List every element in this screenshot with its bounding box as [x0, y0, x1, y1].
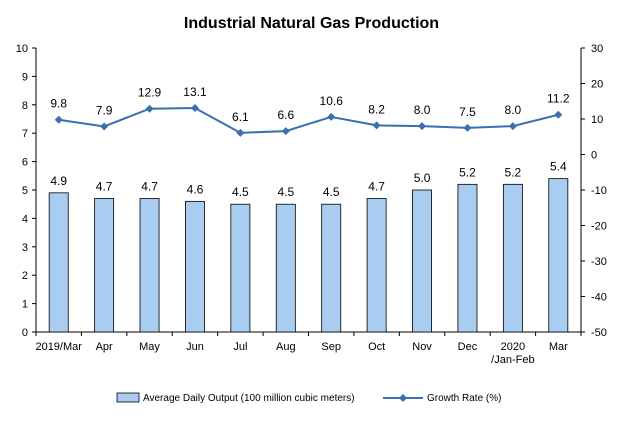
- growth-rate-marker: [236, 128, 245, 137]
- bar: [48, 192, 69, 333]
- left-tick-label: 10: [16, 43, 28, 55]
- right-tick-label: -10: [591, 185, 607, 197]
- right-tick-label: 0: [591, 150, 597, 162]
- growth-rate-marker: [508, 122, 517, 131]
- bar-value-label: 4.6: [187, 182, 204, 196]
- growth-rate-value-label: 8.0: [505, 103, 522, 117]
- bar-value-label: 4.5: [323, 185, 340, 199]
- x-tick-label: Apr: [96, 341, 113, 353]
- growth-rate-value-label: 8.2: [368, 102, 385, 116]
- bar: [185, 200, 205, 333]
- chart-title: Industrial Natural Gas Production: [183, 15, 440, 32]
- growth-rate-marker: [554, 110, 563, 119]
- bar-value-label: 4.5: [277, 185, 294, 199]
- growth-rate-value-label: 13.1: [183, 85, 207, 99]
- growth-rate-marker: [327, 112, 336, 121]
- growth-rate-value-label: 6.6: [277, 108, 294, 122]
- right-tick-label: 10: [591, 114, 603, 126]
- bar: [548, 178, 569, 333]
- legend-bar-swatch: [116, 392, 140, 403]
- right-tick-label: -40: [591, 292, 607, 304]
- x-tick-label: Sep: [321, 341, 341, 353]
- x-tick-label: /Jan-Feb: [491, 354, 534, 366]
- right-tick-label: -50: [591, 327, 607, 339]
- bar: [230, 203, 251, 333]
- growth-rate-value-label: 12.9: [138, 86, 162, 100]
- growth-rate-value-label: 11.2: [547, 92, 570, 106]
- left-tick-label: 1: [22, 299, 28, 311]
- bar: [366, 198, 387, 333]
- x-tick-label: 2019/Mar: [35, 341, 82, 353]
- x-tick-label: Jun: [186, 341, 204, 353]
- x-tick-label: Dec: [458, 341, 478, 353]
- bar-value-label: 4.7: [368, 180, 385, 194]
- bar: [139, 198, 160, 333]
- bar: [94, 198, 115, 333]
- growth-rate-marker: [372, 121, 381, 130]
- bar-value-label: 5.0: [414, 171, 431, 185]
- growth-rate-marker: [100, 122, 109, 131]
- x-tick-label: Oct: [368, 341, 385, 353]
- bar: [412, 189, 432, 333]
- bar-value-label: 5.4: [550, 160, 567, 174]
- left-tick-label: 3: [22, 242, 28, 254]
- bar-value-label: 4.9: [50, 174, 67, 188]
- x-tick-label: May: [139, 341, 160, 353]
- x-tick-label: Aug: [276, 341, 296, 353]
- growth-rate-marker: [145, 104, 154, 113]
- growth-rate-value-label: 10.6: [320, 94, 344, 108]
- growth-rate-marker: [190, 103, 199, 112]
- growth-rate-marker: [418, 122, 427, 131]
- growth-rate-value-label: 6.1: [232, 110, 249, 124]
- growth-rate-marker: [463, 123, 472, 132]
- legend-line-label: Growth Rate (%): [427, 393, 501, 404]
- right-tick-label: -20: [591, 221, 607, 233]
- right-tick-label: 30: [591, 43, 603, 55]
- left-tick-label: 7: [22, 128, 28, 140]
- bar: [321, 203, 342, 333]
- bar-value-label: 5.2: [459, 165, 476, 179]
- bar: [275, 203, 296, 333]
- bar-value-label: 4.5: [232, 185, 249, 199]
- growth-rate-value-label: 8.0: [414, 103, 431, 117]
- bar-value-label: 4.7: [96, 180, 113, 194]
- x-tick-label: Nov: [412, 341, 432, 353]
- left-tick-label: 5: [22, 185, 28, 197]
- bar-value-label: 5.2: [505, 165, 522, 179]
- growth-rate-value-label: 7.9: [96, 103, 113, 117]
- left-tick-label: 2: [22, 270, 28, 282]
- left-tick-label: 6: [22, 157, 28, 169]
- x-tick-label: Jul: [233, 341, 247, 353]
- growth-rate-line: [58, 106, 559, 134]
- growth-rate-value-label: 7.5: [459, 105, 476, 119]
- left-tick-label: 8: [22, 100, 28, 112]
- x-tick-label: 2020: [501, 341, 525, 353]
- left-tick-label: 4: [22, 213, 28, 225]
- growth-rate-marker: [281, 127, 290, 136]
- bar-value-label: 4.7: [141, 180, 158, 194]
- bar: [502, 183, 523, 333]
- x-tick-label: Mar: [549, 341, 568, 353]
- left-tick-label: 0: [22, 327, 28, 339]
- growth-rate-marker: [54, 115, 63, 124]
- right-tick-label: 20: [591, 79, 603, 91]
- growth-rate-value-label: 9.8: [50, 97, 67, 111]
- legend-line-marker: [399, 394, 407, 402]
- left-tick-label: 9: [22, 71, 28, 83]
- right-tick-label: -30: [591, 256, 607, 268]
- legend-bar-label: Average Daily Output (100 million cubic …: [143, 393, 355, 404]
- bar: [457, 183, 478, 333]
